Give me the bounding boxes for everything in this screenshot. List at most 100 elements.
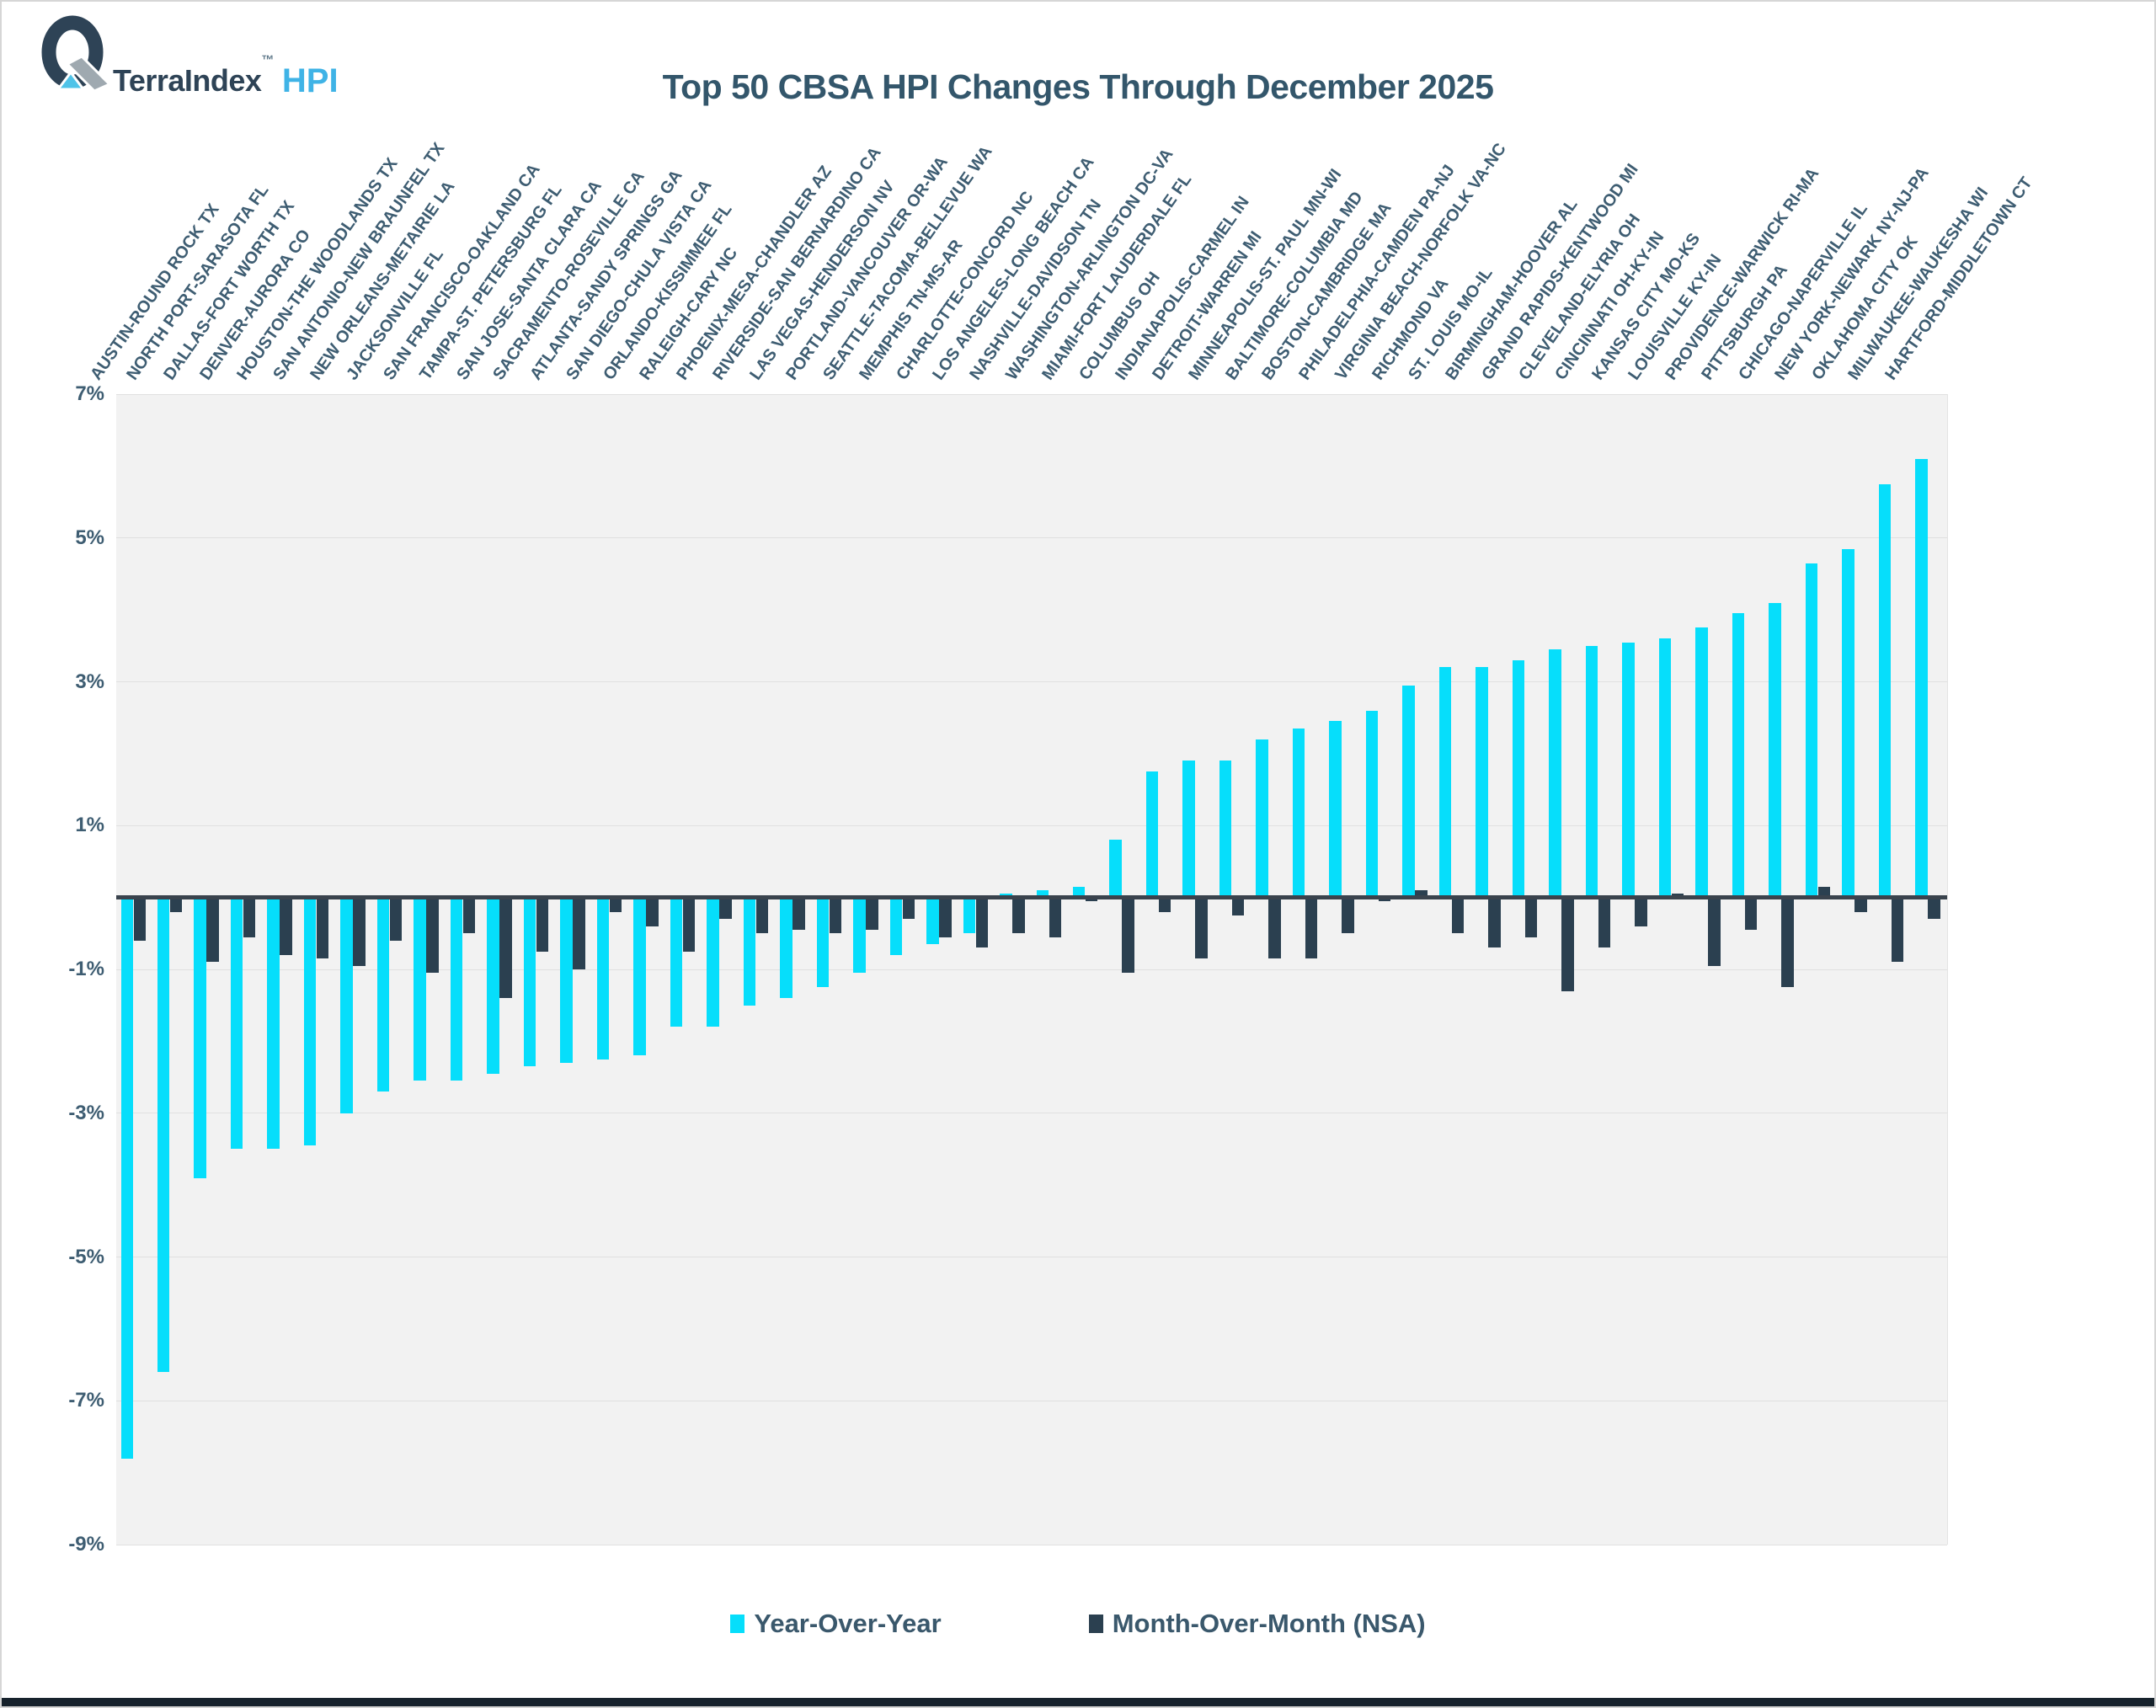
yoy-legend-label: Year-Over-Year <box>754 1609 942 1638</box>
mom-bar <box>1195 897 1208 959</box>
mom-bar <box>792 897 805 931</box>
mom-bar <box>1158 897 1171 912</box>
yoy-bar <box>1072 886 1086 898</box>
yoy-bar <box>1512 659 1525 898</box>
mom-bar <box>1342 897 1354 934</box>
mom-bar <box>316 897 329 959</box>
bottom-accent-bar <box>2 1698 2154 1706</box>
mom-bar <box>646 897 659 926</box>
yoy-bar <box>1182 761 1195 898</box>
yoy-bar <box>1219 761 1232 898</box>
yoy-bar <box>1292 728 1305 898</box>
mom-bar <box>609 897 622 912</box>
mom-bar <box>280 897 292 955</box>
logo-brand-text: TerraIndex™ <box>113 53 274 98</box>
mom-bar <box>1598 897 1611 948</box>
mom-bar <box>1744 897 1758 931</box>
y-tick-label: 3% <box>75 670 104 693</box>
yoy-bar <box>1365 710 1379 898</box>
yoy-bar <box>230 897 243 1150</box>
yoy-bar <box>1622 642 1635 898</box>
y-tick-label: 7% <box>75 382 104 405</box>
mom-bar <box>755 897 769 934</box>
yoy-bar <box>1109 840 1122 898</box>
mom-bar <box>1817 886 1831 898</box>
y-tick-label: -5% <box>68 1245 104 1268</box>
mom-bar <box>389 897 403 941</box>
yoy-bar <box>414 897 426 1081</box>
yoy-bar <box>1915 458 1928 898</box>
legend-item-yoy: Year-Over-Year <box>730 1609 942 1639</box>
yoy-legend-swatch-icon <box>730 1615 745 1633</box>
mom-bar <box>902 897 915 920</box>
mom-bar <box>206 897 219 963</box>
terraindex-q-logo-icon <box>20 12 111 96</box>
mom-bar <box>866 897 878 931</box>
yoy-bar <box>1402 685 1415 898</box>
mom-bar <box>1415 890 1428 898</box>
yoy-bar <box>1438 667 1452 898</box>
mom-bar <box>133 897 146 941</box>
yoy-bar <box>1878 483 1892 898</box>
yoy-bar <box>1732 613 1745 898</box>
chart-legend: Year-Over-Year Month-Over-Month (NSA) <box>2 1609 2154 1639</box>
mom-legend-swatch-icon <box>1088 1615 1103 1633</box>
zero-axis-line <box>116 895 1947 900</box>
y-tick-label: 1% <box>75 814 104 837</box>
mom-bar <box>1012 897 1025 934</box>
terraindex-logo: TerraIndex™ HPI <box>20 12 339 99</box>
yoy-bar <box>670 897 683 1027</box>
mom-bar <box>1122 897 1134 974</box>
yoy-bar <box>1476 667 1488 898</box>
mom-bar <box>1488 897 1501 948</box>
yoy-bar <box>707 897 719 1027</box>
mom-bar <box>975 897 989 948</box>
yoy-bar <box>1842 548 1854 898</box>
yoy-bar <box>1549 649 1561 898</box>
mom-bar <box>499 897 512 999</box>
mom-bar <box>243 897 256 937</box>
chart-title: Top 50 CBSA HPI Changes Through December… <box>662 67 1494 106</box>
mom-bar <box>1854 897 1867 912</box>
mom-bar <box>1781 897 1794 988</box>
yoy-bar <box>816 897 830 988</box>
mom-bar <box>1524 897 1538 937</box>
y-tick-label: 5% <box>75 526 104 549</box>
yoy-bar <box>1769 602 1781 898</box>
mom-legend-label: Month-Over-Month (NSA) <box>1112 1609 1426 1638</box>
mom-bar <box>719 897 732 920</box>
gridline <box>116 825 1947 826</box>
mom-bar <box>1891 897 1904 963</box>
yoy-bar <box>560 897 573 1063</box>
mom-bar <box>536 897 549 952</box>
yoy-bar <box>267 897 280 1150</box>
yoy-bar <box>853 897 866 974</box>
yoy-bar <box>523 897 536 1067</box>
yoy-bar <box>1036 890 1049 898</box>
yoy-bar <box>303 897 317 1146</box>
mom-bar <box>353 897 366 966</box>
gridline <box>116 537 1947 539</box>
gridline <box>116 969 1947 970</box>
yoy-bar <box>157 897 170 1373</box>
mom-bar <box>682 897 696 952</box>
yoy-bar <box>120 897 133 1459</box>
yoy-bar <box>1805 563 1818 898</box>
mom-bar <box>169 897 183 912</box>
yoy-bar <box>633 897 646 1056</box>
y-tick-label: -3% <box>68 1101 104 1124</box>
mom-bar <box>1305 897 1318 959</box>
yoy-bar <box>1695 627 1708 898</box>
yoy-bar <box>450 897 463 1081</box>
yoy-bar <box>1329 721 1342 898</box>
yoy-bar <box>780 897 792 999</box>
mom-bar <box>1231 897 1245 915</box>
yoy-bar <box>487 897 499 1074</box>
mom-bar <box>462 897 476 934</box>
y-tick-label: -9% <box>68 1533 104 1556</box>
yoy-bar <box>926 897 939 945</box>
logo-hpi-text: HPI <box>281 62 339 99</box>
y-tick-label: -7% <box>68 1389 104 1412</box>
mom-bar <box>1561 897 1574 991</box>
